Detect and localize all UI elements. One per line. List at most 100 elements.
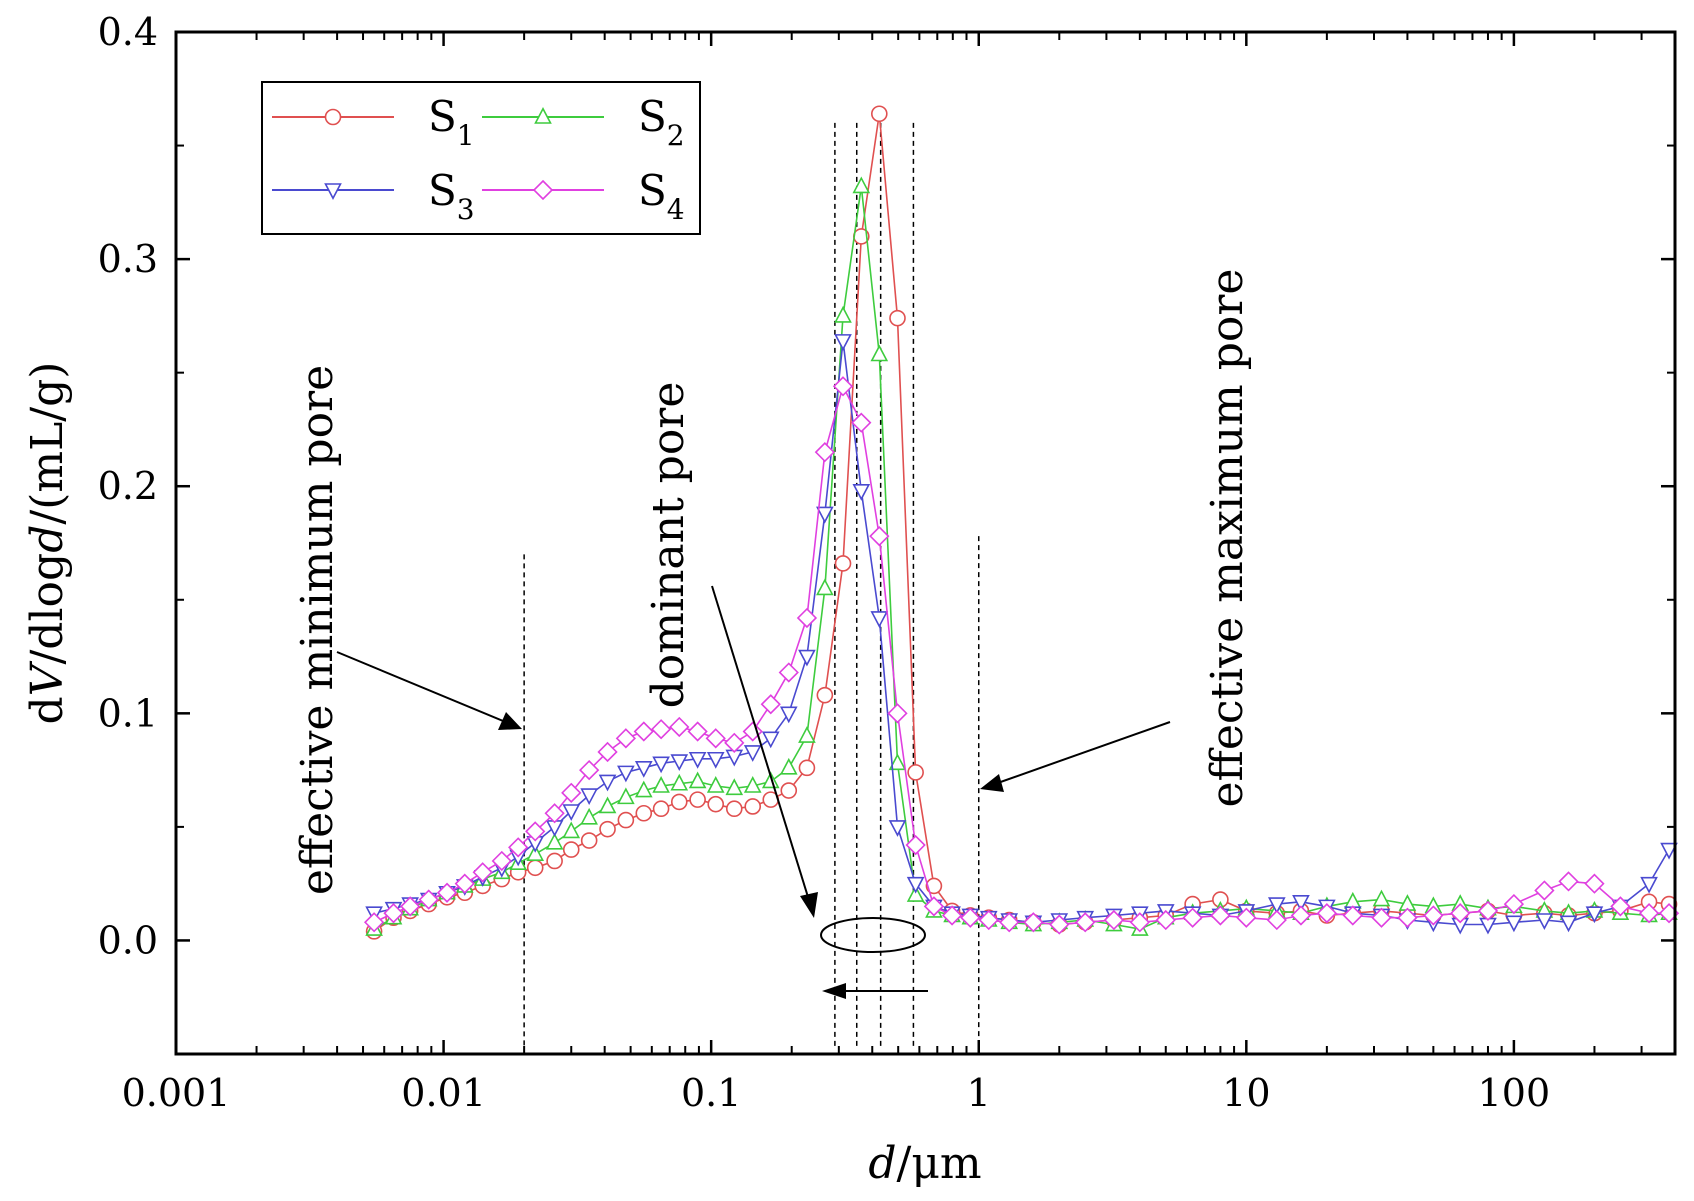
data-point xyxy=(1103,909,1125,931)
data-point xyxy=(634,780,653,798)
data-point xyxy=(526,844,545,861)
data-point xyxy=(1558,871,1579,892)
annotation-min-pore: effective minimum pore xyxy=(292,365,522,895)
data-point xyxy=(780,782,798,799)
annotation-min-pore-arrow xyxy=(336,651,521,729)
data-point xyxy=(834,334,852,351)
data-point xyxy=(744,798,762,815)
legend-s3-sub: 3 xyxy=(457,193,475,226)
data-point xyxy=(544,803,565,824)
data-point xyxy=(906,885,925,902)
data-point xyxy=(707,795,725,813)
data-point xyxy=(617,765,635,783)
data-point xyxy=(834,305,852,323)
data-point xyxy=(615,728,636,749)
data-point xyxy=(705,728,726,749)
data-point xyxy=(580,788,598,806)
legend-swatch-marker xyxy=(532,179,554,201)
data-point xyxy=(941,905,963,926)
legend-box xyxy=(261,81,701,235)
x-tick-label: 0.1 xyxy=(681,1071,741,1115)
data-point xyxy=(742,721,763,742)
data-point xyxy=(1023,912,1044,933)
data-point xyxy=(491,850,512,872)
data-point xyxy=(1450,903,1471,924)
annotation-dominant-pore: dominant pore xyxy=(643,382,928,999)
legend-marks xyxy=(272,107,604,201)
data-point xyxy=(670,754,689,771)
data-point xyxy=(598,796,617,814)
data-point xyxy=(852,483,871,501)
data-point xyxy=(1267,897,1286,915)
data-point xyxy=(436,882,458,903)
annotation-min-pore-text: effective minimum pore xyxy=(292,365,343,895)
y-axis-mid: /dlog xyxy=(22,553,73,665)
data-point xyxy=(870,611,889,628)
data-point xyxy=(418,889,439,910)
data-point xyxy=(871,105,888,123)
data-point xyxy=(454,873,475,894)
data-point xyxy=(580,832,598,849)
data-point xyxy=(579,759,600,781)
data-point xyxy=(925,877,943,895)
data-point xyxy=(778,662,799,683)
data-point xyxy=(888,820,907,837)
data-point xyxy=(999,912,1020,933)
data-point xyxy=(1049,914,1070,935)
x-tick-label: 10 xyxy=(1222,1071,1270,1115)
data-point xyxy=(960,907,981,928)
data-point xyxy=(652,776,670,793)
data-point xyxy=(650,719,672,740)
data-point xyxy=(1477,900,1499,922)
data-point xyxy=(907,764,924,781)
data-point xyxy=(1372,889,1391,907)
data-point xyxy=(670,793,688,811)
x-tick-label: 0.001 xyxy=(122,1071,231,1115)
data-point xyxy=(1660,842,1678,860)
data-point xyxy=(1210,905,1231,926)
legend-label-s1: S1 xyxy=(428,92,475,152)
data-point xyxy=(617,787,635,805)
data-point xyxy=(852,176,871,194)
data-point xyxy=(545,832,564,850)
data-point xyxy=(562,804,581,821)
legend-s2-sub: 2 xyxy=(667,119,685,152)
tick-labels: 0.001 0.01 0.1 1 10 100 0.0 0.1 0.2 0.3 0.4 xyxy=(98,10,1551,1115)
legend-s3-name: S xyxy=(428,166,457,215)
data-point xyxy=(1585,906,1604,924)
annotation-max-pore-text: effective maximum pore xyxy=(1202,269,1253,808)
x-tick-label: 100 xyxy=(1478,1071,1551,1115)
data-point xyxy=(743,776,762,793)
y-axis-unit: /(mL/g) xyxy=(22,362,73,525)
annotation-dominant-pore-text: dominant pore xyxy=(643,382,694,709)
data-point xyxy=(688,751,707,769)
data-point xyxy=(796,607,818,629)
x-axis-var: d xyxy=(868,1138,896,1189)
data-point xyxy=(562,841,580,858)
data-point xyxy=(1371,907,1392,928)
data-point xyxy=(598,774,617,792)
data-point xyxy=(725,778,744,796)
y-tick-label: 0.0 xyxy=(98,918,158,962)
data-point xyxy=(688,771,707,789)
data-point xyxy=(1505,915,1523,933)
dominant-pore-ellipse xyxy=(820,917,926,953)
data-point xyxy=(525,821,546,842)
data-point xyxy=(779,757,798,775)
annotation-dominant-pore-arrow xyxy=(711,585,813,911)
series-layer xyxy=(363,105,1680,940)
axis-ticks xyxy=(174,30,1675,1055)
data-point xyxy=(761,731,780,749)
legend-swatch-marker xyxy=(324,183,342,200)
data-point xyxy=(546,852,563,870)
data-point xyxy=(798,726,816,743)
annotation-max-pore: effective maximum pore xyxy=(980,269,1253,808)
data-point xyxy=(888,753,907,771)
data-point xyxy=(760,694,781,715)
annotation-dominant-pore-arrowhead xyxy=(800,892,818,918)
data-point xyxy=(634,761,653,778)
data-point xyxy=(816,506,834,524)
data-point xyxy=(580,807,598,825)
data-point xyxy=(834,555,852,572)
data-point xyxy=(889,309,906,327)
